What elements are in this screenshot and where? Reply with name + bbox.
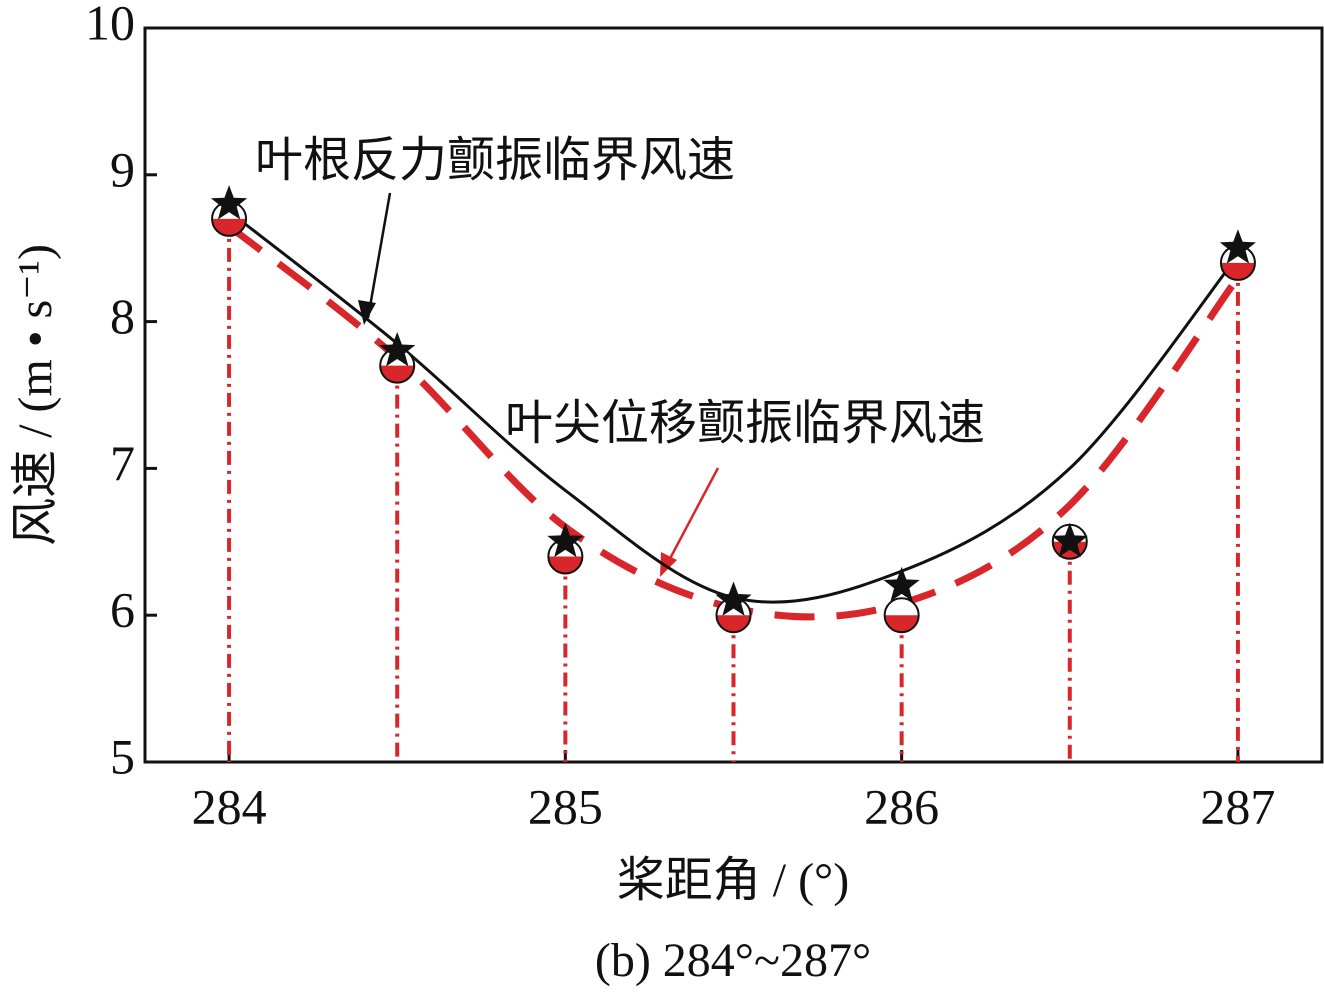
star-marker <box>379 331 416 367</box>
star-marker <box>883 566 920 602</box>
y-tick-label: 6 <box>110 582 135 638</box>
star-marker <box>1051 522 1088 558</box>
star-marker <box>547 522 584 558</box>
annotation-arrow <box>663 467 720 569</box>
star-marker <box>211 185 248 220</box>
circle-marker <box>883 597 920 634</box>
y-tick-label: 5 <box>110 728 135 784</box>
y-tick-label: 10 <box>85 0 135 50</box>
star-marker <box>1219 229 1256 264</box>
x-axis-label: 桨距角 / (°) <box>617 854 850 907</box>
y-tick-label: 8 <box>110 288 135 344</box>
y-tick-label: 7 <box>110 435 135 491</box>
annotation: 叶根反力颤振临界风速 <box>255 134 735 187</box>
x-tick-label: 285 <box>528 778 603 834</box>
star-marker <box>715 581 752 616</box>
x-tick-label: 286 <box>864 778 939 834</box>
annotation-arrow <box>366 192 392 319</box>
annotation-arrowhead <box>660 552 677 577</box>
annotation-arrowhead <box>358 300 376 325</box>
x-tick-label: 287 <box>1200 778 1275 834</box>
y-axis-label: 风速 / (m • s⁻¹) <box>9 244 62 546</box>
annotation: 叶尖位移颤振临界风速 <box>505 397 985 450</box>
chart-title: (b) 284°~287° <box>595 934 871 987</box>
x-tick-label: 284 <box>192 778 267 834</box>
y-tick-label: 9 <box>110 141 135 197</box>
